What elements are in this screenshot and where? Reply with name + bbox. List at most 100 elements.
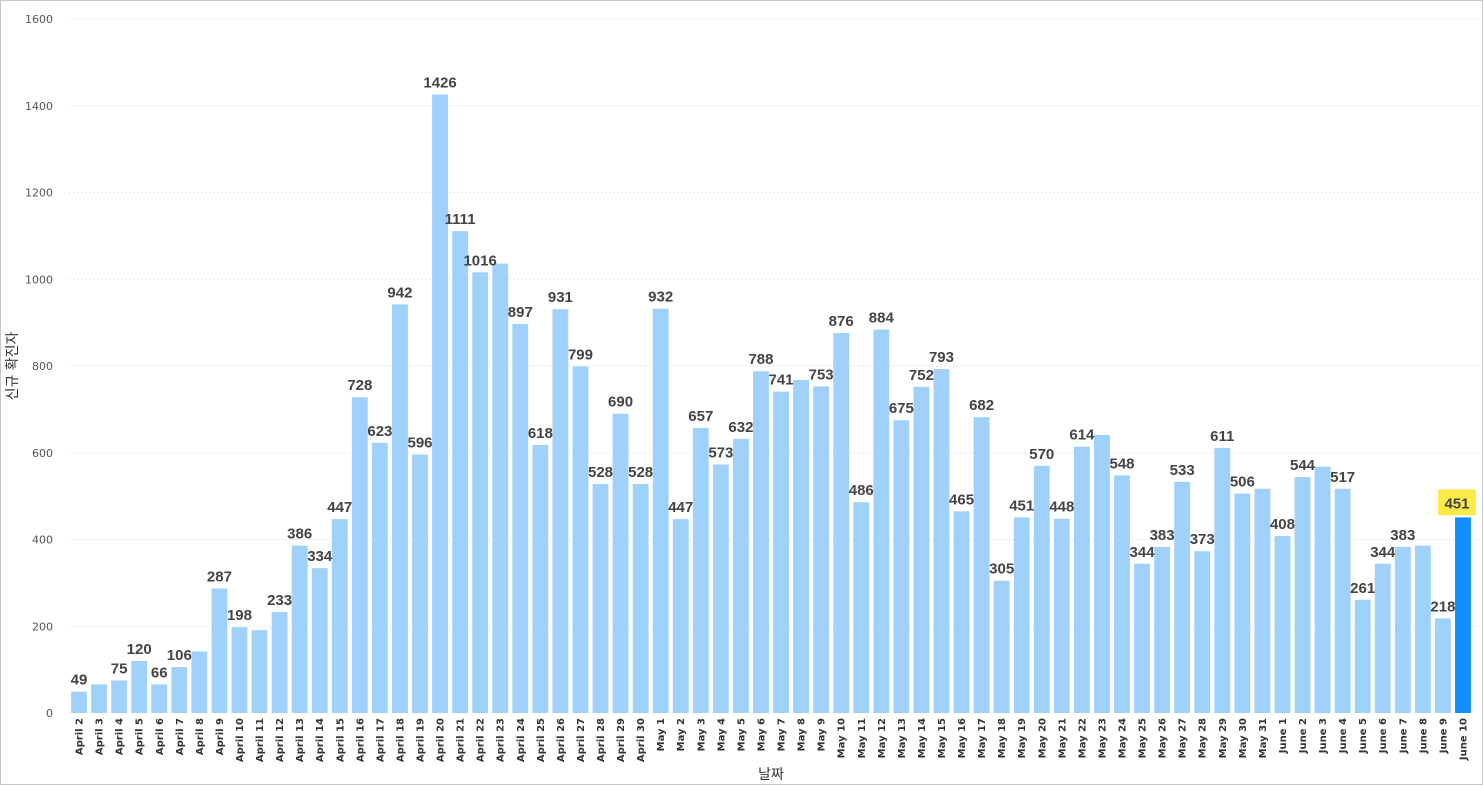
x-tick-label: April 9 xyxy=(215,718,226,755)
x-tick-label: May 4 xyxy=(716,718,727,751)
bar[interactable] xyxy=(1114,475,1130,713)
x-tick-label: April 4 xyxy=(115,718,126,755)
bar[interactable] xyxy=(151,684,168,713)
x-tick-label: April 12 xyxy=(275,718,286,762)
bar[interactable] xyxy=(331,519,348,713)
bar[interactable] xyxy=(1134,563,1150,713)
bar[interactable] xyxy=(612,413,629,713)
bar[interactable] xyxy=(1274,536,1291,713)
x-tick-label: June 6 xyxy=(1378,718,1389,754)
bar[interactable] xyxy=(412,454,428,713)
bar[interactable] xyxy=(351,397,368,713)
bar[interactable] xyxy=(251,630,268,713)
bar[interactable] xyxy=(1254,488,1271,713)
bar[interactable] xyxy=(933,369,950,713)
bar[interactable] xyxy=(1094,434,1110,713)
bar[interactable] xyxy=(953,511,970,713)
bar[interactable] xyxy=(1033,465,1050,713)
data-label: 506 xyxy=(1230,474,1255,491)
data-label: 799 xyxy=(568,346,593,363)
x-tick-label: June 9 xyxy=(1438,718,1449,754)
x-tick-label: April 23 xyxy=(496,718,507,762)
x-tick-label: May 31 xyxy=(1258,718,1269,758)
bar[interactable] xyxy=(371,442,388,713)
y-tick-label: 200 xyxy=(32,620,53,633)
bar[interactable] xyxy=(712,464,729,713)
bar[interactable] xyxy=(1434,618,1451,713)
bar[interactable] xyxy=(813,386,830,713)
bar[interactable] xyxy=(973,417,990,713)
bar[interactable] xyxy=(191,651,208,713)
bar[interactable] xyxy=(171,667,188,713)
bar[interactable] xyxy=(993,580,1010,713)
x-tick-label: April 22 xyxy=(476,718,487,762)
bar[interactable] xyxy=(1073,446,1090,713)
highlight-label-background xyxy=(1437,489,1476,516)
data-label: 753 xyxy=(809,366,834,383)
bar[interactable] xyxy=(111,680,128,713)
bar[interactable] xyxy=(793,379,810,713)
bar[interactable] xyxy=(432,94,448,713)
bar[interactable] xyxy=(472,272,489,713)
y-axis: 0 200 400 600 800 1000 1200 1400 1600 xyxy=(25,13,53,720)
bar[interactable] xyxy=(1053,518,1070,713)
bar[interactable] xyxy=(1174,481,1191,713)
bar[interactable] xyxy=(1013,517,1030,713)
bar[interactable] xyxy=(1234,493,1251,713)
bar[interactable] xyxy=(853,502,870,713)
x-tick-label: April 29 xyxy=(616,718,627,762)
bar[interactable] xyxy=(231,627,248,713)
bar[interactable] xyxy=(512,323,529,713)
bar[interactable] xyxy=(732,438,749,713)
bar[interactable] xyxy=(1394,546,1411,713)
x-tick-label: April 10 xyxy=(235,718,246,762)
x-tick-label: April 16 xyxy=(355,718,366,762)
bar[interactable] xyxy=(311,568,328,713)
bar[interactable] xyxy=(1374,563,1391,713)
data-label: 596 xyxy=(407,434,432,451)
bar[interactable] xyxy=(1334,488,1351,713)
x-tick-label: May 15 xyxy=(937,718,948,758)
bar[interactable] xyxy=(1294,477,1311,713)
bar[interactable] xyxy=(91,684,108,713)
bar[interactable] xyxy=(452,231,469,713)
bar[interactable] xyxy=(271,611,288,713)
bar[interactable] xyxy=(1414,545,1431,713)
bar[interactable] xyxy=(1194,551,1211,713)
bar[interactable] xyxy=(692,428,709,713)
bar[interactable] xyxy=(572,366,589,713)
x-tick-label: May 13 xyxy=(897,718,908,758)
bar[interactable] xyxy=(291,545,308,713)
x-tick-label: May 26 xyxy=(1158,718,1169,758)
bar[interactable] xyxy=(652,308,669,713)
bar[interactable] xyxy=(552,309,569,713)
x-tick-label: April 13 xyxy=(295,718,306,762)
bar[interactable] xyxy=(672,519,689,713)
bar[interactable] xyxy=(1214,447,1231,713)
bar[interactable] xyxy=(833,333,850,713)
y-tick-label: 1400 xyxy=(25,100,53,113)
x-tick-label: April 5 xyxy=(135,718,146,755)
bar[interactable] xyxy=(1354,599,1371,713)
bar[interactable] xyxy=(873,329,890,713)
bar[interactable] xyxy=(773,391,789,713)
bar[interactable] xyxy=(753,371,769,713)
bar[interactable] xyxy=(131,660,148,713)
data-label: 528 xyxy=(588,464,613,481)
x-tick-label: June 3 xyxy=(1318,718,1329,754)
data-label: 788 xyxy=(748,351,773,368)
bar[interactable] xyxy=(1154,546,1171,713)
bar[interactable] xyxy=(532,444,549,713)
bar[interactable] xyxy=(913,386,930,713)
bar[interactable] xyxy=(592,483,609,713)
bar[interactable] xyxy=(1314,466,1331,713)
bar[interactable] xyxy=(211,588,228,713)
bar[interactable] xyxy=(632,483,649,713)
bar-highlighted[interactable] xyxy=(1455,517,1471,713)
bar[interactable] xyxy=(492,263,509,713)
bar[interactable] xyxy=(71,691,87,713)
bar[interactable] xyxy=(893,420,910,713)
y-tick-label: 800 xyxy=(32,360,53,373)
bar[interactable] xyxy=(392,304,408,713)
data-label: 218 xyxy=(1430,598,1455,615)
